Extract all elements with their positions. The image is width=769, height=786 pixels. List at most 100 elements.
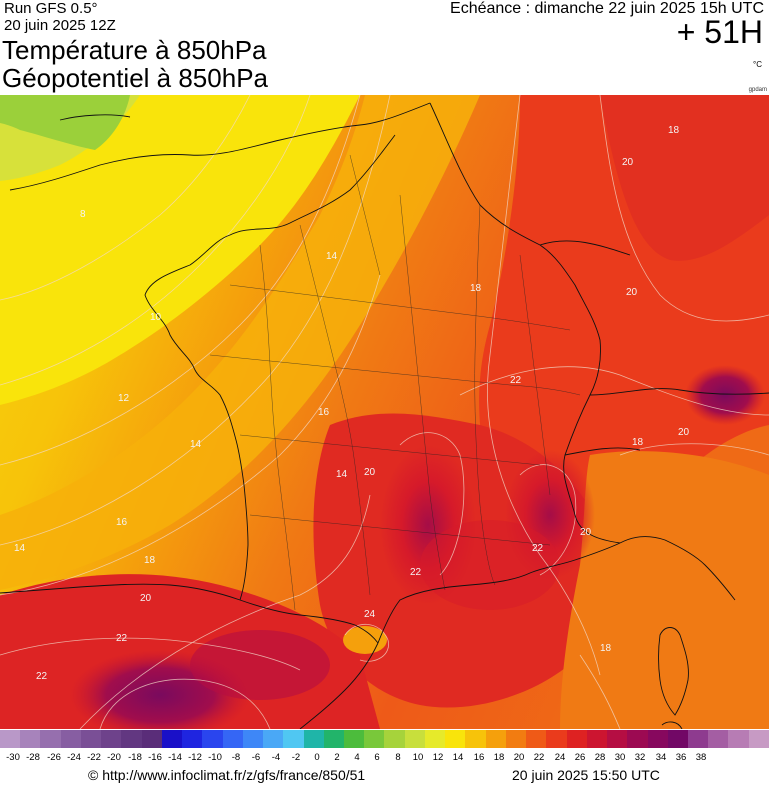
color-scale-cell: [465, 730, 486, 748]
color-scale-tick: -4: [271, 752, 281, 763]
color-scale-cell: [60, 730, 81, 748]
contour-label: 18: [144, 555, 156, 566]
generation-timestamp: 20 juin 2025 15:50 UTC: [512, 767, 660, 783]
coastlines-borders: [0, 102, 769, 729]
color-scale-tick: -14: [168, 752, 182, 763]
contour-label: 18: [632, 437, 644, 448]
color-scale-cell: [80, 730, 102, 748]
contour-label: 20: [580, 527, 592, 538]
color-scale-tick: 30: [614, 752, 626, 763]
contour-label: 22: [532, 543, 544, 554]
color-scale-tick: 0: [314, 752, 320, 763]
color-scale-tick: 38: [695, 752, 707, 763]
color-scale-cell: [546, 730, 567, 748]
contour-label: 20: [364, 467, 376, 478]
color-scale-tick: -12: [188, 752, 202, 763]
map-tag: gpdam: [748, 87, 767, 93]
color-scale-tick: -2: [291, 752, 301, 763]
color-scale-cell: [505, 730, 527, 748]
color-scale-cell: [101, 730, 122, 748]
color-scale-tick: 26: [574, 752, 586, 763]
color-scale-cell: [222, 730, 243, 748]
color-scale-tick: -18: [128, 752, 142, 763]
color-scale-cell: [303, 730, 324, 748]
contour-label: 18: [470, 283, 482, 294]
color-scale-tick: -22: [87, 752, 101, 763]
color-scale-cell: [323, 730, 344, 748]
hotspot-spain-2: [190, 630, 330, 700]
title-temperature: Température à 850hPa: [2, 35, 267, 65]
unit-label: °C: [753, 60, 762, 69]
color-scale-cell: [40, 730, 61, 748]
color-scale-cell: [202, 730, 223, 748]
color-scale-tick: -10: [208, 752, 222, 763]
color-scale-tick: 2: [334, 752, 340, 763]
color-scale-cell: [627, 730, 648, 748]
contour-label: 22: [36, 671, 48, 682]
contour-label: 24: [364, 609, 376, 620]
color-scale-cell: [748, 730, 769, 748]
contour-label: 18: [600, 643, 612, 654]
color-scale-cell: [404, 730, 425, 748]
color-scale-tick: 4: [354, 752, 360, 763]
contour-label: 22: [510, 375, 522, 386]
color-scale-tick: -26: [47, 752, 61, 763]
color-scale-cell: [445, 730, 466, 748]
color-scale-tick: 20: [513, 752, 525, 763]
color-scale-cell: [728, 730, 749, 748]
forecast-offset: + 51H: [676, 14, 763, 50]
temperature-color-scale: [0, 730, 769, 748]
contour-label: 16: [318, 407, 330, 418]
forecast-valid-time: Echéance : dimanche 22 juin 2025 15h UTC: [450, 0, 764, 17]
color-scale-tick: 10: [412, 752, 424, 763]
color-scale-cell: [242, 730, 264, 748]
color-scale-tick: 34: [655, 752, 667, 763]
color-scale-cell: [364, 730, 385, 748]
color-scale-tick: -28: [26, 752, 40, 763]
hotspot-rhone: [420, 520, 560, 610]
color-scale-tick: -24: [67, 752, 81, 763]
contour-label: 22: [410, 567, 422, 578]
field-red-ne: [600, 95, 769, 261]
color-scale-tick: 32: [634, 752, 646, 763]
color-scale-cell: [283, 730, 304, 748]
source-credit[interactable]: © http://www.infoclimat.fr/z/gfs/france/…: [88, 767, 366, 783]
color-scale-cell: [20, 730, 41, 748]
color-scale-cell: [526, 730, 547, 748]
color-scale-tick: 22: [533, 752, 545, 763]
contour-label: 20: [140, 593, 152, 604]
contour-label: 14: [336, 469, 348, 480]
color-scale-tick: 8: [395, 752, 401, 763]
contour-label: 10: [150, 312, 162, 323]
color-scale-ticks: -30 -28 -26 -24 -22 -20 -18 -16 -14 -12 -10 -8 -6 -4-…: [0, 752, 769, 766]
contour-label: 20: [626, 287, 638, 298]
field-green-nw: [0, 95, 130, 150]
color-scale-tick: 16: [473, 752, 485, 763]
color-scale-cell: [586, 730, 608, 748]
color-scale-cell: [424, 730, 446, 748]
color-scale-cell: [566, 730, 587, 748]
color-scale-cell: [141, 730, 162, 748]
field-orange-med: [560, 451, 769, 729]
color-scale-tick: 14: [452, 752, 464, 763]
color-scale-cell: [687, 730, 709, 748]
color-scale-cell: [384, 730, 405, 748]
color-scale-cell: [607, 730, 628, 748]
color-scale-cell: [647, 730, 668, 748]
color-scale-cell: [667, 730, 688, 748]
color-scale-tick: -8: [231, 752, 241, 763]
contour-label: 20: [678, 427, 690, 438]
color-scale-tick: -20: [107, 752, 121, 763]
color-scale-cell: [263, 730, 284, 748]
color-scale-cell: [161, 730, 183, 748]
contour-label: 12: [118, 393, 130, 404]
contour-label: 22: [116, 633, 128, 644]
department-borders: [209, 154, 581, 611]
color-scale-cell: [182, 730, 203, 748]
contour-label: 14: [190, 439, 202, 450]
color-scale-cell: [121, 730, 142, 748]
color-scale-tick: 36: [675, 752, 687, 763]
color-scale-tick: 18: [493, 752, 505, 763]
color-scale-cell: [708, 730, 729, 748]
color-scale-tick: 6: [374, 752, 380, 763]
